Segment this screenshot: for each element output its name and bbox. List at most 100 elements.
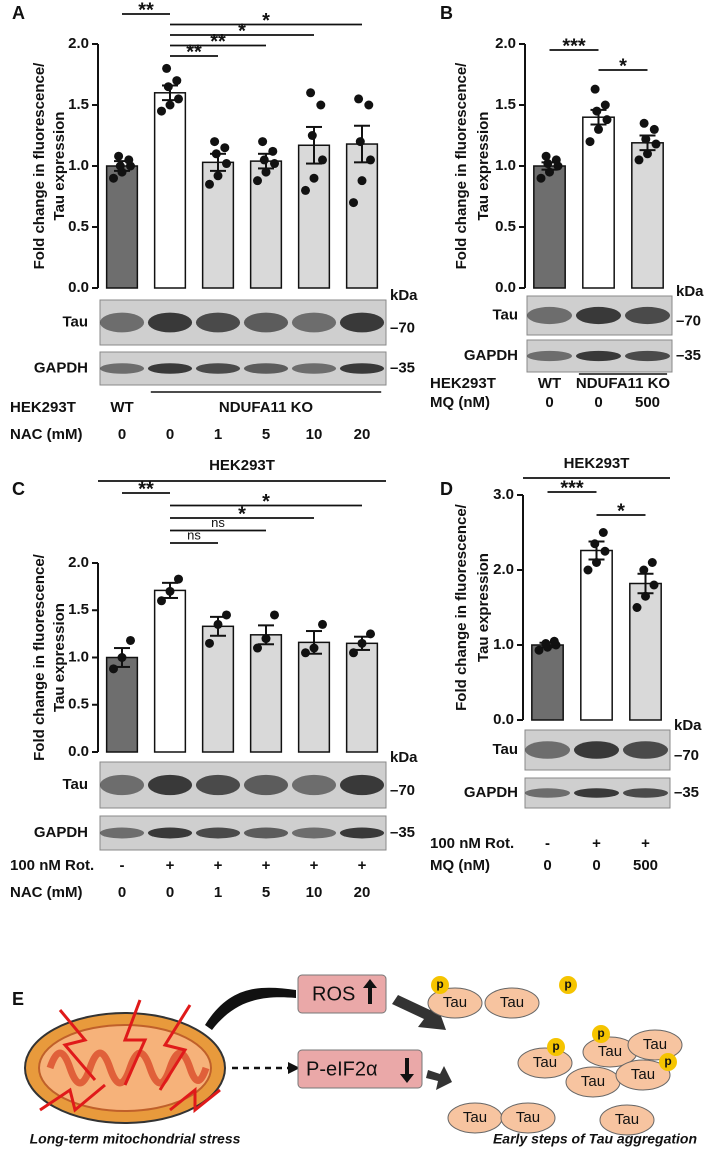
data-point <box>585 137 595 147</box>
data-point <box>590 539 600 549</box>
y-axis-label: Tau expression <box>51 112 68 221</box>
phospho-label: p <box>552 1039 559 1053</box>
condition-value: + <box>310 857 319 874</box>
peif2a-box <box>297 1049 423 1089</box>
data-point <box>222 610 231 620</box>
significance-label: ns <box>187 527 201 542</box>
blot-label: GAPDH <box>464 784 518 801</box>
data-point <box>253 176 262 186</box>
significance-label: * <box>238 503 246 525</box>
y-tick-label: 0.0 <box>493 711 514 728</box>
y-axis-label: Tau expression <box>51 603 68 712</box>
schematic: E ROS P-eIF2α Long-term mitochondrial st… <box>12 974 697 1147</box>
data-point <box>157 106 166 116</box>
data-point <box>211 149 221 159</box>
y-tick-label: 0.0 <box>495 279 516 296</box>
x-tick-label: 0 <box>545 394 553 411</box>
significance-label: * <box>619 55 627 77</box>
bar <box>345 143 379 289</box>
condition-value: NDUFA11 KO <box>219 399 314 416</box>
tau-molecule <box>500 1102 556 1134</box>
y-tick-label: 0.0 <box>68 743 89 760</box>
category-axis-label: NAC (mM) <box>10 426 83 443</box>
significance-label: *** <box>562 35 586 57</box>
chart-title: HEK293T <box>564 455 630 472</box>
data-point <box>162 63 172 73</box>
y-tick-label: 2.0 <box>495 35 516 52</box>
tau-label: Tau <box>631 1066 655 1083</box>
blot-band <box>339 363 385 374</box>
phospho-label: p <box>436 977 443 991</box>
x-tick-label: 500 <box>633 857 658 874</box>
tau-label: Tau <box>598 1043 622 1060</box>
data-point <box>213 619 223 629</box>
up-arrow <box>363 979 377 1004</box>
blot-band <box>243 312 289 333</box>
bar <box>153 589 187 753</box>
significance-label: * <box>262 491 270 513</box>
bar <box>249 634 283 753</box>
data-point <box>309 173 319 183</box>
phospho-site <box>659 1053 677 1071</box>
blot-band <box>339 312 385 333</box>
data-point <box>126 635 135 645</box>
condition-value: WT <box>110 399 133 416</box>
data-point <box>124 155 134 165</box>
data-point <box>349 648 358 658</box>
data-point <box>205 179 214 189</box>
x-tick-label: 5 <box>262 884 270 901</box>
data-point <box>639 565 649 575</box>
blot-band <box>195 312 241 333</box>
data-point <box>309 643 319 653</box>
blot-label: Tau <box>62 776 88 793</box>
data-point <box>270 159 279 169</box>
blot-label: GAPDH <box>34 359 88 376</box>
blot-band <box>624 350 671 362</box>
blot-band <box>99 827 145 839</box>
blot-band <box>291 774 337 796</box>
phospho-site <box>431 976 449 994</box>
data-point <box>253 643 262 653</box>
x-tick-label: 20 <box>354 884 371 901</box>
ros-box <box>297 974 387 1014</box>
blot-band <box>147 827 193 839</box>
data-point <box>549 636 559 646</box>
blot-strip <box>99 299 387 346</box>
phospho-label: p <box>564 977 571 991</box>
data-point <box>172 76 182 86</box>
x-tick-label: 10 <box>306 884 323 901</box>
data-point <box>261 634 271 644</box>
data-point <box>639 118 649 128</box>
stress-bolts <box>39 999 221 1114</box>
ros-arrow <box>205 987 296 1030</box>
data-point <box>307 131 317 140</box>
blot-band <box>147 312 193 333</box>
phospho-site <box>559 976 577 994</box>
blot-band <box>195 774 241 796</box>
x-tick-label: 0 <box>543 857 551 874</box>
significance-label: * <box>262 10 270 32</box>
bar <box>345 642 379 753</box>
y-tick-label: 1.0 <box>495 157 516 174</box>
blot-band <box>243 363 289 374</box>
data-point <box>355 137 365 147</box>
blot-band <box>291 312 337 333</box>
blot-band <box>573 741 620 759</box>
blot-label: Tau <box>492 741 518 758</box>
phospho-label: p <box>597 1026 604 1040</box>
data-point <box>318 155 327 165</box>
y-tick-label: 1.0 <box>493 636 514 653</box>
size-marker: –70 <box>390 782 415 799</box>
left-caption: Long-term mitochondrial stress <box>30 1131 241 1147</box>
phospho-label: p <box>664 1054 671 1068</box>
size-unit: kDa <box>390 749 418 766</box>
data-point <box>115 161 125 171</box>
data-point <box>114 151 124 161</box>
significance-label: ** <box>210 31 226 53</box>
bar <box>153 92 187 289</box>
data-point <box>545 167 554 177</box>
right-caption: Early steps of Tau aggregation <box>493 1131 697 1147</box>
blot-band <box>524 788 571 798</box>
data-point <box>543 159 553 169</box>
